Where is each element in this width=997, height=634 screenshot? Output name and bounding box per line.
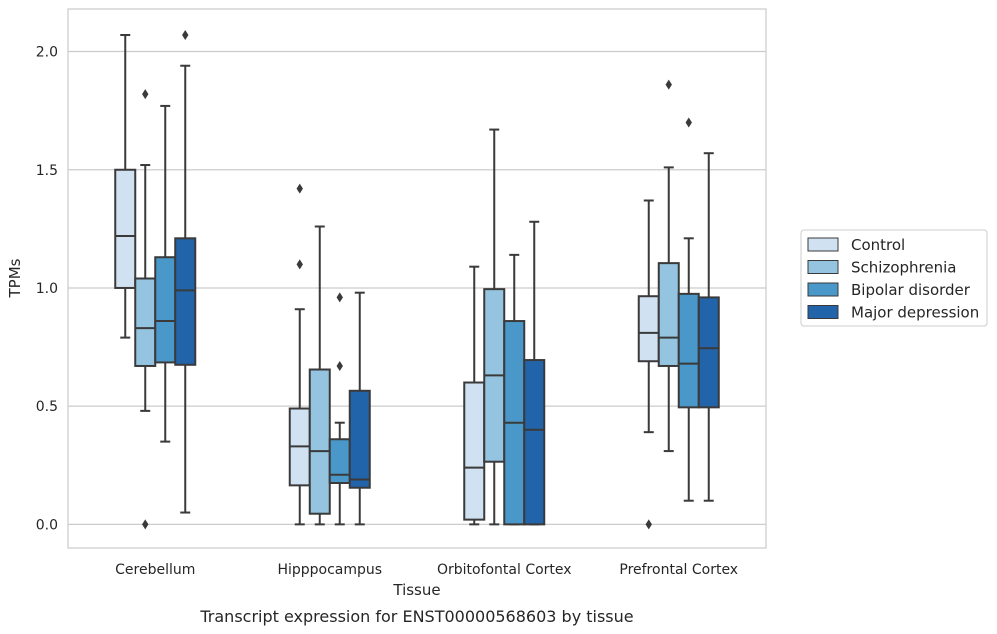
y-tick-labels: 0.0 0.5 1.0 1.5 2.0 — [36, 45, 58, 534]
box-1-3 — [348, 291, 371, 526]
box-3-1 — [657, 79, 680, 453]
legend-swatch — [807, 305, 839, 319]
box-2-3 — [523, 220, 546, 526]
box-body — [134, 277, 157, 367]
x-axis-label: Tissue — [392, 581, 440, 599]
box-body — [637, 295, 660, 363]
x-tick-label: Prefrontal Cortex — [619, 562, 738, 578]
legend: Control Schizophrenia Bipolar disorder Majo… — [800, 229, 988, 327]
y-tick-label: 0.0 — [36, 517, 58, 533]
y-tick-label: 1.5 — [36, 163, 58, 179]
box-body — [174, 237, 197, 366]
box-2-2 — [503, 253, 526, 526]
box-body — [657, 262, 680, 367]
box-body — [463, 381, 486, 521]
legend-frame — [800, 229, 988, 327]
outlier-point — [336, 360, 343, 371]
box-1-0 — [288, 183, 311, 526]
box-2-1 — [483, 128, 506, 526]
box-body — [154, 256, 177, 364]
outlier-point — [142, 519, 149, 530]
legend-label: Bipolar disorder — [851, 281, 971, 299]
box-3-3 — [697, 152, 720, 502]
x-tick-label: Cerebellum — [115, 562, 195, 578]
box-1-1 — [308, 225, 331, 526]
x-tick-labels: Cerebellum Hipppocampus Orbitofontal Corte… — [115, 562, 738, 578]
outlier-point — [685, 117, 692, 128]
outlier-point — [665, 79, 672, 90]
outlier-point — [336, 292, 343, 303]
outlier-point — [645, 519, 652, 530]
box-body — [697, 296, 720, 409]
box-body — [308, 368, 331, 515]
y-tick-label: 0.5 — [36, 399, 58, 415]
legend-swatch — [807, 282, 839, 297]
box-0-1 — [134, 89, 157, 530]
box-body — [348, 389, 371, 489]
outlier-point — [296, 259, 303, 270]
plot-frame — [67, 8, 767, 549]
boxes — [114, 30, 720, 530]
legend-label: Schizophrenia — [851, 259, 956, 277]
x-tick-label: Hipppocampus — [277, 562, 382, 578]
box-3-0 — [637, 199, 660, 530]
box-body — [677, 292, 700, 409]
legend-label: Control — [851, 236, 905, 254]
x-tick-label: Orbitofontal Cortex — [437, 562, 572, 578]
box-body — [114, 168, 137, 289]
box-0-2 — [154, 104, 177, 443]
box-3-2 — [677, 117, 700, 502]
legend-swatch — [807, 260, 839, 274]
box-body — [328, 438, 351, 484]
box-1-2 — [328, 292, 351, 526]
box-0-0 — [114, 34, 137, 339]
legend-swatch — [807, 237, 839, 252]
y-axis-label: TPMs — [6, 258, 24, 298]
box-body — [523, 359, 546, 526]
y-tick-label: 2.0 — [36, 45, 58, 61]
y-tick-label: 1.0 — [36, 281, 58, 297]
box-2-0 — [463, 265, 486, 526]
chart-caption: Transcript expression for ENST0000056860… — [199, 607, 633, 626]
outlier-point — [142, 89, 149, 100]
outlier-point — [296, 183, 303, 194]
box-0-3 — [174, 30, 197, 514]
legend-label: Major depression — [851, 304, 979, 322]
outlier-point — [182, 30, 189, 41]
